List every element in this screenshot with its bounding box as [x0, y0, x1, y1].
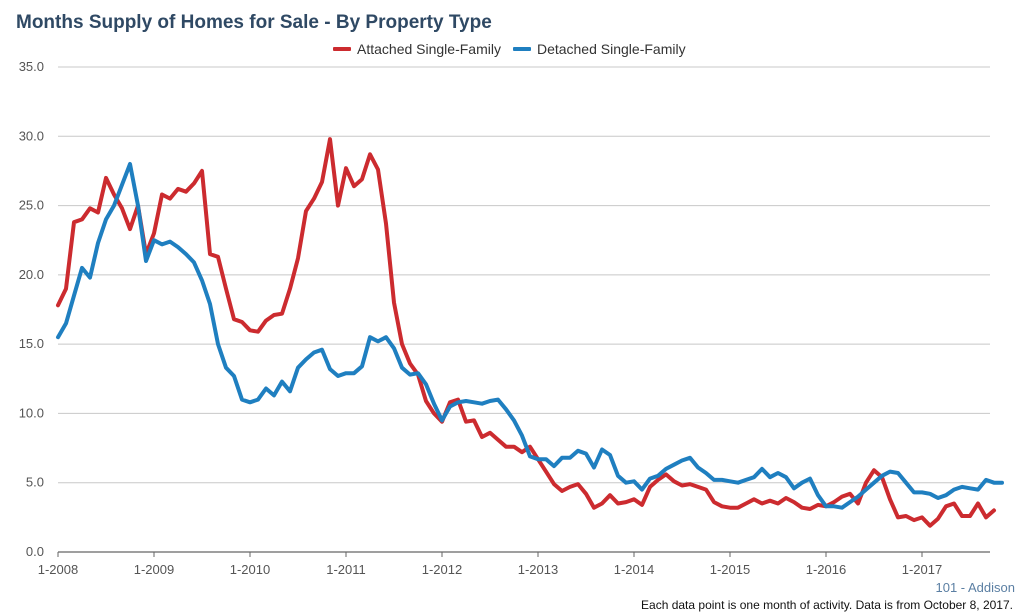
x-tick-label: 1-2010	[230, 562, 270, 577]
y-tick-label: 10.0	[19, 405, 44, 420]
series-line-attached[interactable]	[56, 137, 996, 528]
y-tick-label: 5.0	[26, 475, 44, 490]
legend-item-detached[interactable]: Detached Single-Family	[512, 41, 686, 57]
x-tick-label: 1-2012	[422, 562, 462, 577]
x-axis: 1-2008 1-2009 1-2010 1-2011 1-2012 1-2013 1-20…	[38, 552, 942, 577]
x-tick-label: 1-2014	[614, 562, 654, 577]
y-tick-label: 35.0	[19, 59, 44, 74]
x-tick-label: 1-2017	[902, 562, 942, 577]
y-tick-label: 25.0	[19, 198, 44, 213]
chart-footnote: Each data point is one month of activity…	[641, 598, 1013, 612]
y-tick-label: 20.0	[19, 267, 44, 282]
x-tick-label: 1-2016	[806, 562, 846, 577]
y-axis: 0.0 5.0 10.0 15.0 20.0 25.0 30.0 35.0	[19, 59, 44, 559]
legend-label-detached: Detached Single-Family	[536, 41, 686, 57]
x-tick-label: 1-2013	[518, 562, 558, 577]
chart-legend: Attached Single-Family Detached Single-F…	[333, 41, 686, 57]
grid-lines	[58, 66, 990, 553]
y-tick-label: 0.0	[26, 544, 44, 559]
legend-swatch-detached	[512, 47, 531, 51]
y-tick-label: 15.0	[19, 336, 44, 351]
region-watermark: 101 - Addison	[935, 580, 1015, 595]
legend-label-attached: Attached Single-Family	[357, 41, 501, 57]
chart-title: Months Supply of Homes for Sale - By Pro…	[16, 12, 492, 33]
x-tick-label: 1-2015	[710, 562, 750, 577]
legend-swatch-attached	[333, 47, 351, 51]
x-tick-label: 1-2009	[134, 562, 174, 577]
series-line-detached[interactable]	[56, 162, 1004, 510]
x-tick-label: 1-2011	[326, 562, 366, 577]
y-tick-label: 30.0	[19, 128, 44, 143]
x-tick-label: 1-2008	[38, 562, 78, 577]
series-lines	[56, 137, 1004, 528]
legend-item-attached[interactable]: Attached Single-Family	[333, 41, 501, 57]
